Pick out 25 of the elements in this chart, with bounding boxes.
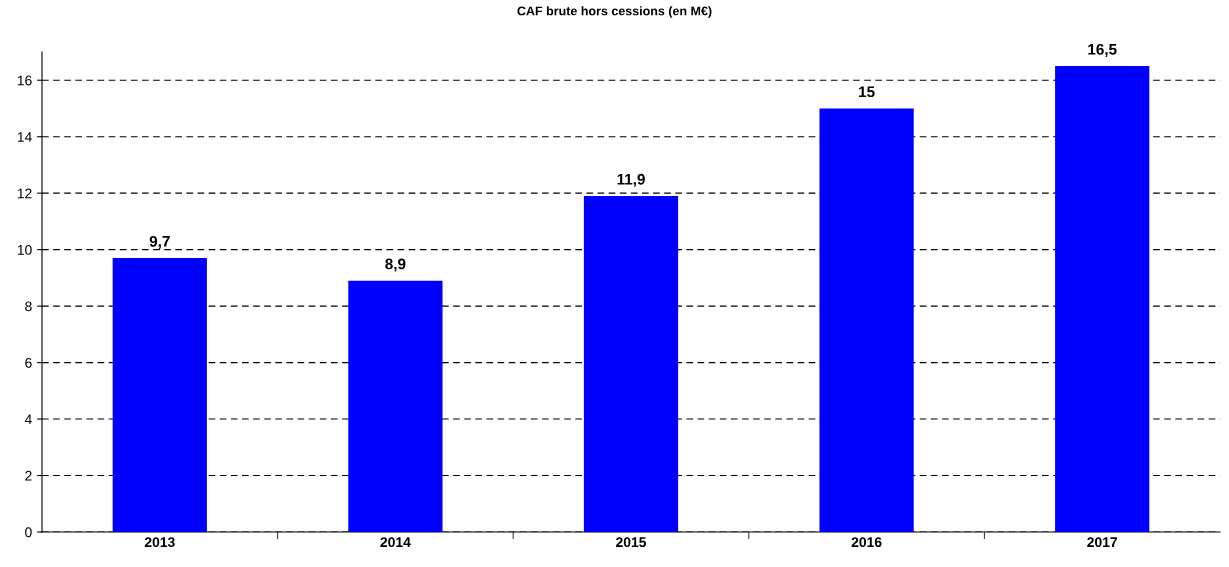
x-tick-label: 2014: [380, 537, 411, 548]
bar: [348, 280, 443, 532]
data-label: 11,9: [617, 173, 645, 187]
x-tick-label: 2015: [616, 537, 647, 548]
y-tick-label: 14: [17, 132, 32, 142]
x-tick-label: 2017: [1087, 537, 1118, 548]
bar: [819, 108, 914, 532]
y-tick-label: 8: [25, 301, 32, 312]
y-tick-label: 4: [24, 414, 32, 425]
x-tick-label: 2013: [144, 537, 175, 548]
bar: [112, 258, 207, 532]
data-label: 9,7: [149, 235, 170, 249]
y-tick-label: 0: [25, 527, 32, 538]
bar: [583, 196, 679, 532]
y-tick-label: 12: [17, 188, 32, 199]
chart-title: CAF brute hors cessions (en M€): [517, 6, 712, 18]
data-label: 16,5: [1088, 43, 1117, 57]
data-label: 8,9: [385, 258, 406, 272]
data-label: 15: [859, 86, 875, 98]
y-tick-label: 6: [25, 357, 32, 368]
y-tick-label: 2: [25, 470, 32, 481]
y-tick-label: 16: [17, 75, 32, 86]
bar: [1055, 66, 1150, 532]
y-tick-label: 10: [17, 244, 32, 255]
x-tick-label: 2016: [851, 537, 882, 548]
